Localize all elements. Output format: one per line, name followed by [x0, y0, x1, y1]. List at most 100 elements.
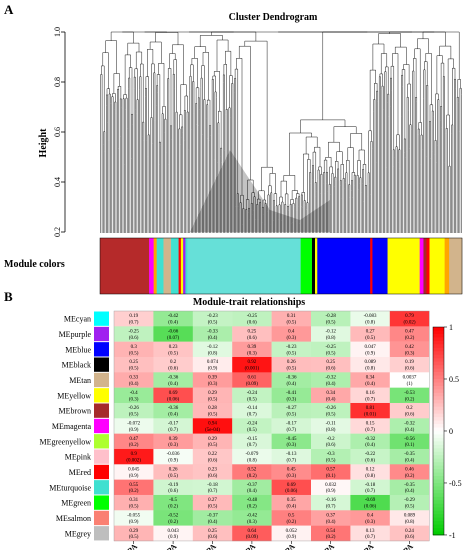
cell-correlation: 0.61 — [248, 376, 257, 381]
dendrogram-y-tick-label: 1.0 — [53, 27, 62, 37]
cell-p-value: (0.3) — [365, 520, 375, 525]
cell-p-value: (0.5) — [168, 474, 178, 479]
module-color-band — [187, 238, 301, 294]
heatmap-cell — [389, 510, 430, 526]
cell-p-value: (0.6) — [326, 443, 336, 448]
legend-gradient-step — [433, 406, 444, 411]
heatmap-cell — [232, 479, 272, 496]
legend-gradient-step — [433, 361, 444, 366]
legend-gradient-step — [433, 344, 444, 349]
legend-gradient-step — [433, 347, 444, 352]
cell-p-value: (0.3) — [129, 397, 139, 402]
legend-gradient-step — [433, 458, 444, 463]
cell-p-value: (0.6) — [168, 367, 178, 372]
heatmap-cell — [192, 387, 233, 404]
heatmap-cell — [389, 326, 430, 342]
cell-p-value: (0.8) — [326, 336, 336, 341]
cell-p-value: (0.7) — [129, 321, 139, 326]
column-label: S10DPA — [349, 542, 376, 550]
panel-b-letter: B — [4, 289, 13, 304]
legend-gradient-step — [433, 531, 444, 536]
cell-p-value: (0.5) — [208, 505, 218, 510]
heatmap-cell — [192, 479, 233, 496]
cell-correlation: -0.37 — [207, 513, 218, 518]
cell-correlation: 0.28 — [208, 406, 217, 411]
column-label: L0DPA — [115, 542, 139, 550]
heatmap-cell — [192, 494, 233, 511]
legend-gradient-step — [433, 351, 444, 356]
cell-correlation: 0.074 — [207, 360, 219, 365]
legend-tick-label: 0 — [449, 427, 453, 436]
row-label: MEgreenyellow — [39, 437, 91, 446]
cell-p-value: (0.5) — [208, 413, 218, 418]
cell-p-value: (0.06) — [364, 505, 376, 510]
cell-p-value: (0.4) — [208, 520, 218, 525]
dendrogram-y-tick-label: 0.2 — [53, 227, 62, 237]
legend-tick-label: 0.5 — [449, 375, 459, 384]
heatmap-cell — [153, 356, 193, 373]
heatmap-cell — [192, 341, 233, 358]
heatmap-cell — [232, 494, 272, 511]
legend-gradient-step — [433, 476, 444, 480]
row-color-swatch — [94, 403, 109, 418]
heatmap-cell — [114, 356, 154, 373]
cell-correlation: -0.36 — [286, 376, 297, 381]
cell-p-value: (0.9) — [326, 489, 336, 494]
column-label: S0DPA — [273, 542, 297, 550]
cell-correlation: -0.17 — [168, 422, 179, 427]
legend-gradient-step — [433, 340, 444, 345]
panel-a-letter: A — [4, 2, 14, 17]
cell-correlation: 0.37 — [326, 513, 335, 518]
cell-p-value: (0.4) — [326, 382, 336, 387]
cell-correlation: -0.56 — [404, 437, 415, 442]
legend-gradient-step — [433, 403, 444, 408]
cell-p-value: (0.002) — [126, 459, 141, 464]
heatmap-cell — [311, 418, 351, 434]
row-label: MEblack — [62, 361, 91, 370]
cell-p-value: (0.6) — [208, 459, 218, 464]
cell-p-value: (0.5) — [365, 336, 375, 341]
cell-p-value: (0.4) — [287, 382, 297, 387]
module-color-band — [153, 238, 157, 294]
heatmap-cell — [271, 387, 312, 404]
cell-correlation: -0.33 — [207, 330, 218, 335]
cell-p-value: (0.2) — [326, 535, 336, 540]
heatmap-cell — [192, 464, 233, 480]
cell-correlation: -0.11 — [326, 422, 337, 427]
cell-p-value: (0.6) — [365, 459, 375, 464]
cell-p-value: (0.9) — [208, 367, 218, 372]
legend-gradient-step — [433, 455, 444, 460]
module-color-band — [300, 238, 313, 294]
cell-correlation: -0.36 — [168, 406, 179, 411]
heatmap-cell — [232, 387, 272, 404]
heatmap-cell — [271, 326, 312, 342]
module-colors-label: Module colors — [4, 259, 65, 270]
legend-gradient-step — [433, 514, 444, 519]
legend-gradient-step — [433, 330, 444, 335]
heatmap-cell — [350, 448, 390, 465]
cell-correlation: 0.47 — [129, 437, 138, 442]
cell-p-value: (0.4) — [405, 489, 415, 494]
row-color-swatch — [94, 526, 109, 541]
cell-p-value: (0.8) — [326, 428, 336, 433]
row-label: MEsalmon — [56, 514, 91, 523]
cell-p-value: (0.7) — [365, 489, 375, 494]
cell-correlation: 0.089 — [364, 360, 376, 365]
cell-correlation: 0.052 — [286, 529, 298, 534]
heatmap-cell — [153, 326, 193, 342]
legend-tick-label: 1 — [449, 323, 453, 332]
heatmap-cell — [311, 525, 351, 542]
heatmap-cell — [271, 341, 312, 358]
module-color-band — [423, 238, 427, 294]
heatmap-cell — [311, 479, 351, 496]
heatmap-cell — [271, 356, 312, 373]
heatmap-cell — [350, 402, 390, 419]
heatmap-cell — [311, 402, 351, 419]
cell-p-value: (0.5) — [326, 321, 336, 326]
cell-p-value: (0.4) — [405, 459, 415, 464]
column-label: L5DPA — [154, 542, 178, 550]
cell-p-value: (0.4) — [168, 413, 178, 418]
cell-p-value: (0.6) — [247, 321, 257, 326]
cell-correlation: -0.4 — [130, 391, 138, 396]
cell-correlation: 0.25 — [326, 360, 335, 365]
